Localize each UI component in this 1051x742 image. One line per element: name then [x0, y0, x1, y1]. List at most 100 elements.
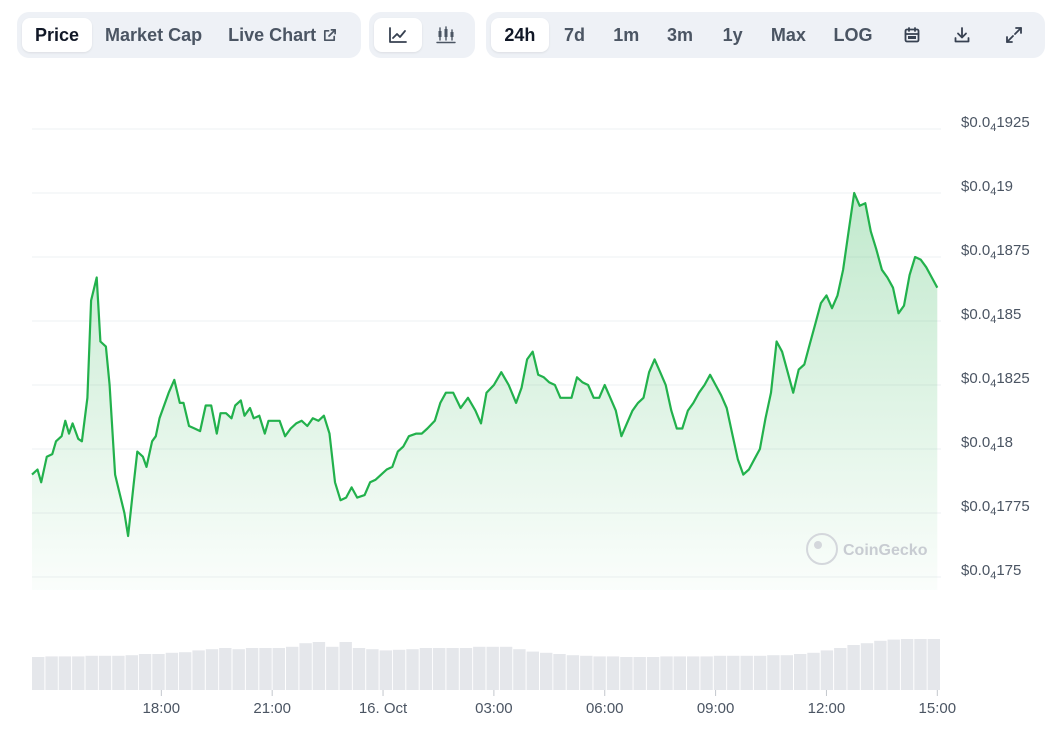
candlestick-chart-button[interactable]: [422, 18, 470, 52]
volume-bar: [847, 645, 860, 690]
range-selector: 24h 7d 1m 3m 1y Max LOG: [486, 12, 1045, 58]
volume-bar: [874, 640, 887, 690]
volume-bar: [633, 657, 646, 690]
volume-bar: [807, 652, 820, 690]
coingecko-logo-eye: [814, 541, 822, 549]
range-max[interactable]: Max: [770, 24, 806, 45]
volume-bar: [553, 654, 566, 690]
volume-bar: [860, 643, 874, 690]
volume-bar: [192, 650, 205, 690]
volume-bar: [580, 655, 593, 690]
volume-bar: [473, 646, 486, 690]
data-type-tabs: Price Market Cap Live Chart: [17, 12, 361, 58]
volume-bar: [179, 652, 192, 690]
volume-bar: [834, 648, 847, 690]
volume-bar: [433, 648, 446, 690]
y-tick-label: $0.041925: [961, 114, 1030, 134]
volume-bar: [700, 656, 713, 690]
range-7d[interactable]: 7d: [564, 24, 586, 45]
line-chart-icon: [388, 26, 408, 44]
volume-bar: [326, 646, 339, 690]
tab-price[interactable]: Price: [22, 18, 93, 52]
tab-live-chart[interactable]: Live Chart: [215, 18, 350, 52]
x-tick-label: 18:00: [143, 700, 181, 717]
line-chart-button[interactable]: [374, 18, 422, 52]
x-tick-label: 09:00: [697, 700, 735, 717]
volume-bar: [406, 649, 419, 690]
volume-bar: [606, 656, 620, 690]
chart-type-toggle: [369, 12, 475, 58]
volume-bar: [566, 655, 580, 690]
volume-bar: [245, 648, 259, 690]
log-scale-toggle[interactable]: LOG: [833, 24, 873, 45]
volume-bar: [72, 656, 85, 690]
volume-bar: [713, 655, 727, 690]
volume-bar: [419, 648, 433, 690]
live-chart-label: Live Chart: [228, 24, 317, 45]
volume-bar: [887, 639, 900, 690]
volume-bar: [152, 654, 165, 690]
volume-bar: [286, 646, 299, 690]
x-tick-label: 06:00: [586, 700, 624, 717]
volume-bar: [219, 648, 232, 690]
calendar-icon: [903, 26, 921, 44]
download-icon: [953, 26, 971, 44]
volume-bar: [366, 649, 379, 690]
volume-bar: [125, 655, 138, 690]
volume-bar: [339, 642, 352, 690]
y-tick-label: $0.04175: [961, 562, 1021, 582]
tab-market-cap[interactable]: Market Cap: [105, 24, 203, 45]
y-tick-label: $0.0419: [961, 178, 1013, 198]
volume-bar: [914, 639, 927, 690]
date-range-button[interactable]: [887, 18, 937, 52]
fullscreen-button[interactable]: [988, 18, 1040, 52]
volume-bar: [540, 652, 553, 690]
download-button[interactable]: [937, 18, 989, 52]
range-1y[interactable]: 1y: [722, 24, 743, 45]
volume-bar: [259, 648, 272, 690]
volume-bar: [513, 649, 526, 690]
range-24h[interactable]: 24h: [491, 18, 549, 52]
volume-bar: [98, 655, 112, 690]
x-tick-label: 15:00: [919, 700, 957, 717]
expand-icon: [1005, 26, 1023, 44]
volume-bar: [459, 648, 473, 690]
volume-bar: [794, 654, 807, 690]
range-1m[interactable]: 1m: [613, 24, 640, 45]
y-tick-label: $0.041825: [961, 370, 1030, 390]
x-tick-label: 21:00: [253, 700, 291, 717]
candlestick-chart-icon: [436, 26, 456, 44]
chart-toolbar: Price Market Cap Live Chart: [17, 12, 1045, 58]
volume-bar: [165, 652, 179, 690]
volume-bar: [740, 655, 753, 690]
y-axis-labels: $0.041925 $0.0419 $0.041875 $0.04185 $0.0418…: [961, 114, 1030, 582]
volume-bar: [727, 655, 740, 690]
volume-bar: [379, 650, 392, 690]
x-axis-ticks: [160, 690, 938, 696]
range-3m[interactable]: 3m: [666, 24, 693, 45]
volume-bar: [45, 656, 58, 690]
y-tick-label: $0.041875: [961, 242, 1030, 262]
coingecko-watermark-text: CoinGecko: [843, 542, 928, 559]
volume-bar: [687, 656, 700, 690]
volume-bar: [352, 648, 366, 690]
price-line: [31, 191, 939, 538]
volume-bar: [312, 642, 326, 690]
x-tick-label: 03:00: [475, 700, 513, 717]
volume-bar: [112, 655, 125, 690]
volume-bar: [272, 648, 285, 690]
volume-bar: [593, 656, 606, 690]
x-tick-label: 16. Oct: [359, 700, 408, 717]
x-tick-label: 12:00: [808, 700, 846, 717]
y-tick-label: $0.0418: [961, 434, 1013, 454]
volume-bar: [526, 651, 539, 690]
y-tick-label: $0.04185: [961, 306, 1021, 326]
coingecko-logo-icon: [806, 533, 838, 565]
coingecko-watermark: CoinGecko: [806, 533, 928, 565]
volume-bar: [85, 655, 98, 690]
volume-bar: [820, 650, 834, 690]
price-area: [32, 193, 938, 590]
y-tick-label: $0.041775: [961, 498, 1030, 518]
volume-bar: [486, 646, 499, 690]
